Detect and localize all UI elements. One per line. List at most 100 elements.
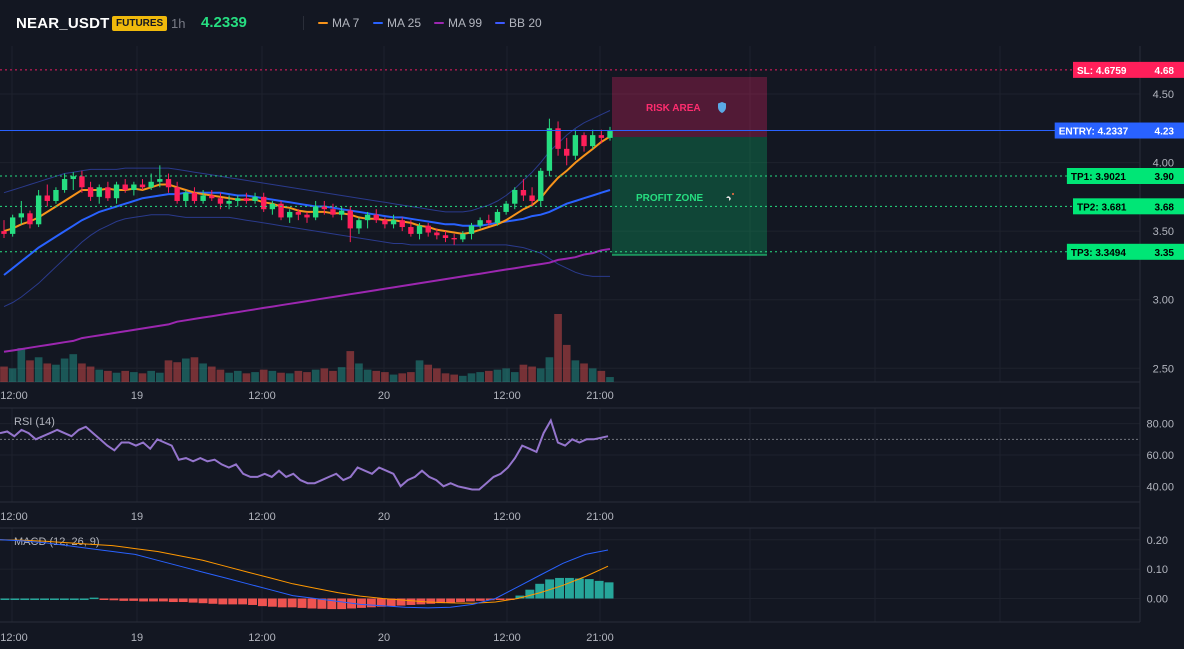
volume-bar-24	[207, 366, 216, 382]
volume-bar-34	[294, 370, 303, 382]
candle-body-68	[590, 135, 596, 147]
volume-bar-10	[86, 366, 95, 382]
volume-bar-66	[571, 360, 580, 382]
legend-ma25[interactable]: MA 25	[373, 16, 421, 30]
price-tick-0: 4.50	[1153, 89, 1174, 101]
volume-bar-37	[320, 368, 329, 382]
macd-hist-bar-54	[535, 583, 545, 599]
symbol-name[interactable]: NEAR_USDT	[16, 15, 110, 32]
volume-bar-4	[34, 357, 43, 382]
candle-body-9	[79, 176, 85, 188]
futures-badge: FUTURES	[112, 16, 168, 31]
candle-body-48	[416, 225, 423, 234]
macd-hist-bar-57	[564, 577, 574, 599]
candle-body-61	[529, 195, 535, 201]
volume-bar-8	[69, 354, 78, 382]
volume-bar-20	[173, 362, 181, 382]
time-tick-2-4: 12:00	[493, 632, 521, 644]
legend-ma99[interactable]: MA 99	[434, 16, 482, 30]
macd-tick-2: 0.00	[1147, 594, 1168, 606]
time-tick-2-1: 19	[131, 632, 143, 644]
volume-bar-51	[441, 373, 450, 382]
volume-bar-1	[8, 368, 17, 382]
grid-lines	[0, 46, 1141, 623]
volume-bar-55	[476, 372, 484, 382]
candle-body-38	[330, 209, 336, 215]
time-tick-1-1: 19	[131, 511, 143, 523]
volume-bar-59	[510, 372, 519, 382]
candle-body-33	[287, 211, 293, 218]
time-tick-2-3: 20	[378, 632, 390, 644]
candle-body-10	[87, 187, 94, 197]
candle-body-21	[183, 192, 189, 201]
candle-body-47	[408, 227, 414, 234]
candle-body-16	[139, 184, 146, 188]
candle-body-59	[512, 190, 518, 204]
candle-body-28	[243, 198, 250, 201]
volume-bar-27	[233, 370, 242, 382]
volume-bar-13	[112, 372, 121, 382]
volume-bar-49	[424, 364, 433, 382]
volume-bar-25	[216, 369, 225, 382]
candle-body-40	[347, 210, 353, 229]
ma99-line	[3, 248, 611, 353]
macd-hist-bar-50	[495, 598, 505, 600]
macd-hist-bar-52	[515, 595, 525, 599]
macd-hist-bar-44	[436, 598, 446, 604]
candle-body-46	[399, 220, 405, 228]
volume-bar-31	[268, 370, 277, 382]
candle-body-66	[572, 135, 579, 156]
candle-body-32	[278, 203, 284, 218]
timeframe-label[interactable]: 1h	[171, 16, 186, 31]
candle-body-34	[295, 211, 302, 215]
price-tick-1: 4.00	[1153, 158, 1174, 170]
macd-hist-bar-29	[287, 598, 297, 608]
volume-bar-42	[363, 369, 372, 382]
candle-body-51	[442, 235, 449, 238]
volume-bar-7	[60, 358, 69, 382]
candle-body-15	[131, 184, 137, 190]
macd-hist-bar-9	[89, 597, 99, 600]
macd-hist-bar-32	[317, 598, 327, 609]
macd-line	[0, 539, 609, 609]
candle-body-43	[373, 214, 379, 221]
level-label-4: TP3: 3.3494	[1071, 248, 1126, 259]
candle-body-42	[364, 214, 371, 221]
legend-bb20-swatch	[495, 22, 505, 24]
time-tick-0-3: 20	[378, 390, 390, 402]
macd-hist-bar-2	[20, 598, 30, 600]
volume-bar-63	[545, 357, 554, 382]
volume-bar-11	[95, 369, 104, 382]
time-tick-1-5: 21:00	[586, 511, 614, 523]
header-divider	[303, 16, 304, 30]
rocket-icon	[726, 191, 736, 201]
volume-bar-48	[415, 360, 424, 382]
volume-bar-38	[329, 370, 337, 382]
rsi-line	[0, 418, 609, 491]
level-price-tag-3	[1140, 198, 1184, 215]
macd-hist-bar-20	[198, 598, 208, 604]
legend-ma99-label: MA 99	[448, 16, 483, 30]
macd-hist-bar-39	[386, 598, 396, 607]
macd-hist-bar-11	[109, 598, 119, 601]
volume-bar-67	[580, 363, 588, 382]
bb-upper-line	[3, 110, 611, 213]
macd-hist-bar-5	[50, 598, 59, 600]
level-price-tag-2	[1140, 167, 1184, 184]
macd-hist-bar-19	[188, 598, 198, 603]
candle-body-69	[598, 135, 605, 138]
volume-bar-61	[528, 366, 536, 382]
candle-body-45	[390, 220, 397, 225]
legend-ma7[interactable]: MA 7	[318, 16, 359, 30]
macd-hist-bar-60	[594, 580, 604, 599]
legend-bb20[interactable]: BB 20	[495, 16, 542, 30]
volume-bar-44	[381, 372, 389, 382]
candle-body-67	[581, 135, 587, 147]
candle-body-30	[261, 196, 267, 210]
volume-bar-50	[433, 368, 441, 382]
macd-hist-bar-23	[228, 598, 238, 605]
volume-bar-70	[606, 377, 614, 382]
volume-bar-69	[597, 370, 606, 382]
macd-signal-line	[0, 539, 609, 604]
